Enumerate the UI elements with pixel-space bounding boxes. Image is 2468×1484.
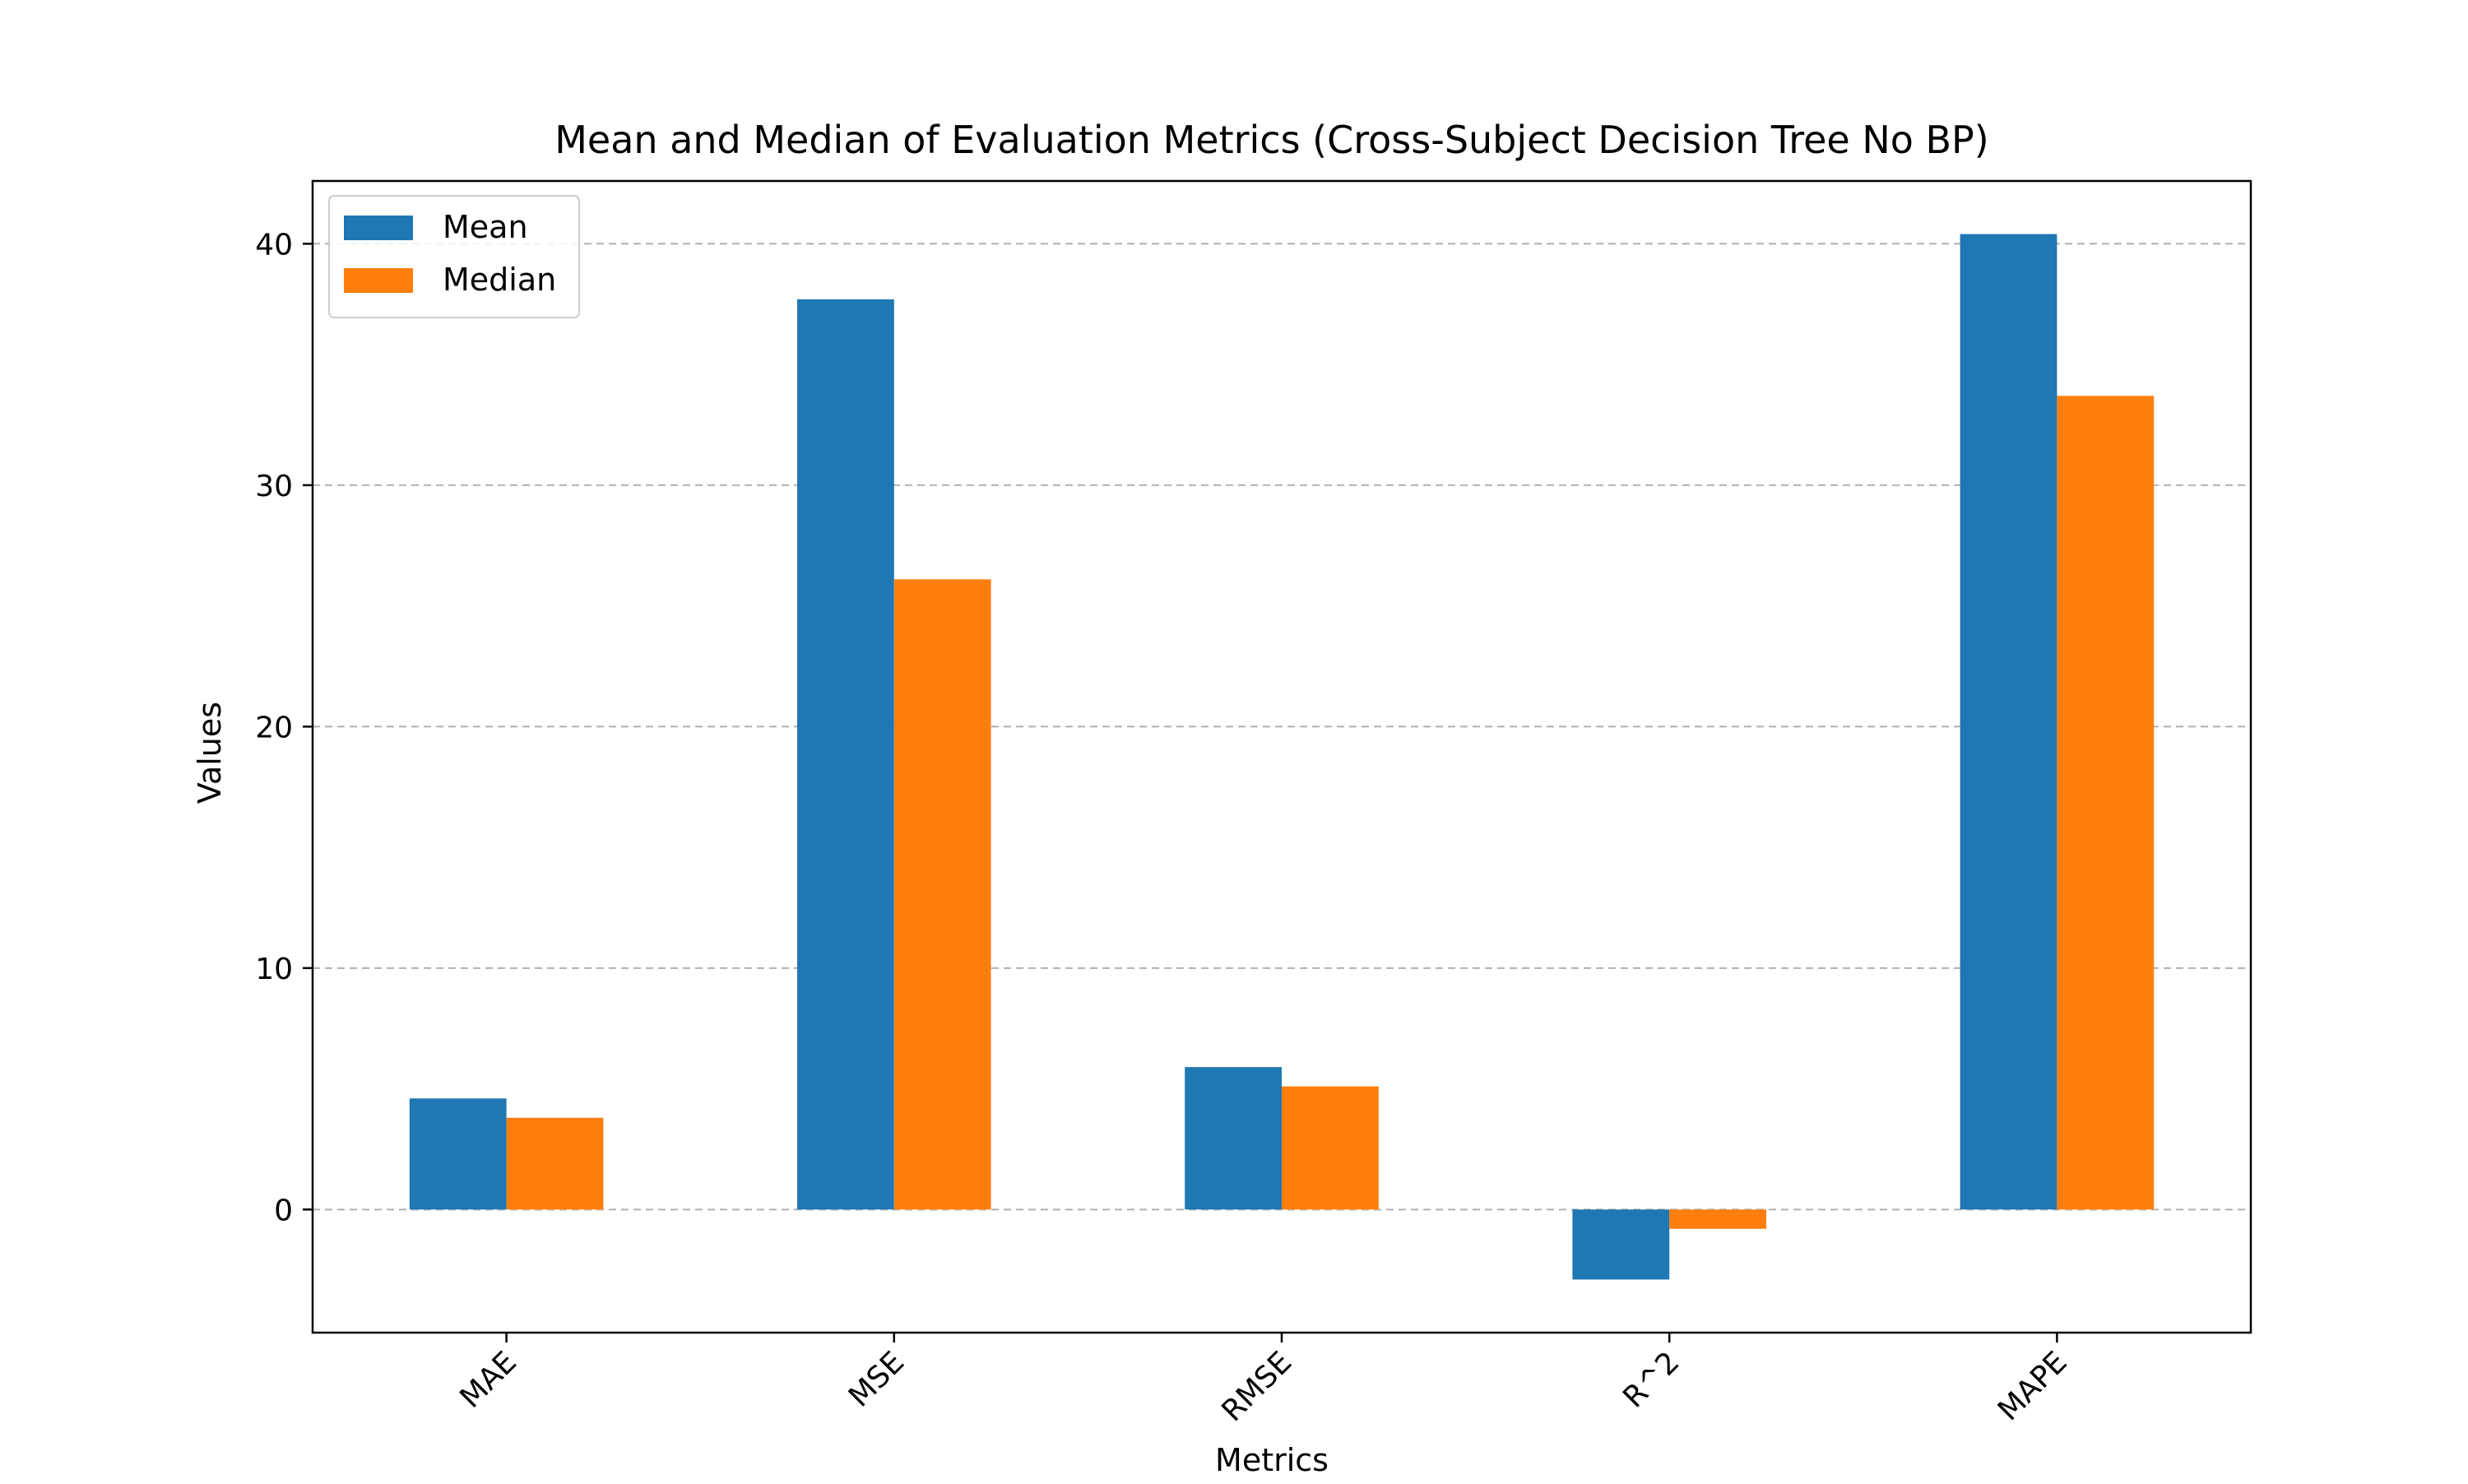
bar-mean-r2 bbox=[1572, 1209, 1670, 1280]
y-tick-label: 20 bbox=[255, 711, 293, 744]
bar-median-mae bbox=[506, 1117, 604, 1210]
y-axis-label: Values bbox=[192, 702, 228, 804]
y-tick-label: 40 bbox=[255, 228, 293, 262]
legend-swatch-mean bbox=[344, 216, 413, 240]
bar-mean-mae bbox=[409, 1098, 507, 1210]
y-tick-label: 30 bbox=[255, 470, 293, 503]
x-axis-label: Metrics bbox=[1215, 1442, 1329, 1478]
bar-mean-rmse bbox=[1185, 1067, 1282, 1210]
bar-median-mape bbox=[2057, 396, 2155, 1210]
bar-median-rmse bbox=[1282, 1086, 1379, 1210]
y-axis: 0 10 20 30 40 bbox=[255, 228, 313, 1227]
bar-median-r2 bbox=[1669, 1209, 1766, 1229]
legend-label-median: Median bbox=[443, 262, 556, 298]
legend: Mean Median bbox=[328, 195, 580, 318]
chart-title: Mean and Median of Evaluation Metrics (C… bbox=[554, 118, 1989, 162]
legend-label-mean: Mean bbox=[443, 209, 528, 245]
legend-swatch-median bbox=[344, 268, 413, 293]
bar-mean-mse bbox=[797, 299, 894, 1210]
y-tick-label: 10 bbox=[255, 953, 293, 986]
bar-median-mse bbox=[893, 579, 991, 1210]
bars bbox=[409, 234, 2155, 1280]
y-tick-label: 0 bbox=[274, 1194, 293, 1227]
bar-mean-mape bbox=[1960, 234, 2057, 1210]
